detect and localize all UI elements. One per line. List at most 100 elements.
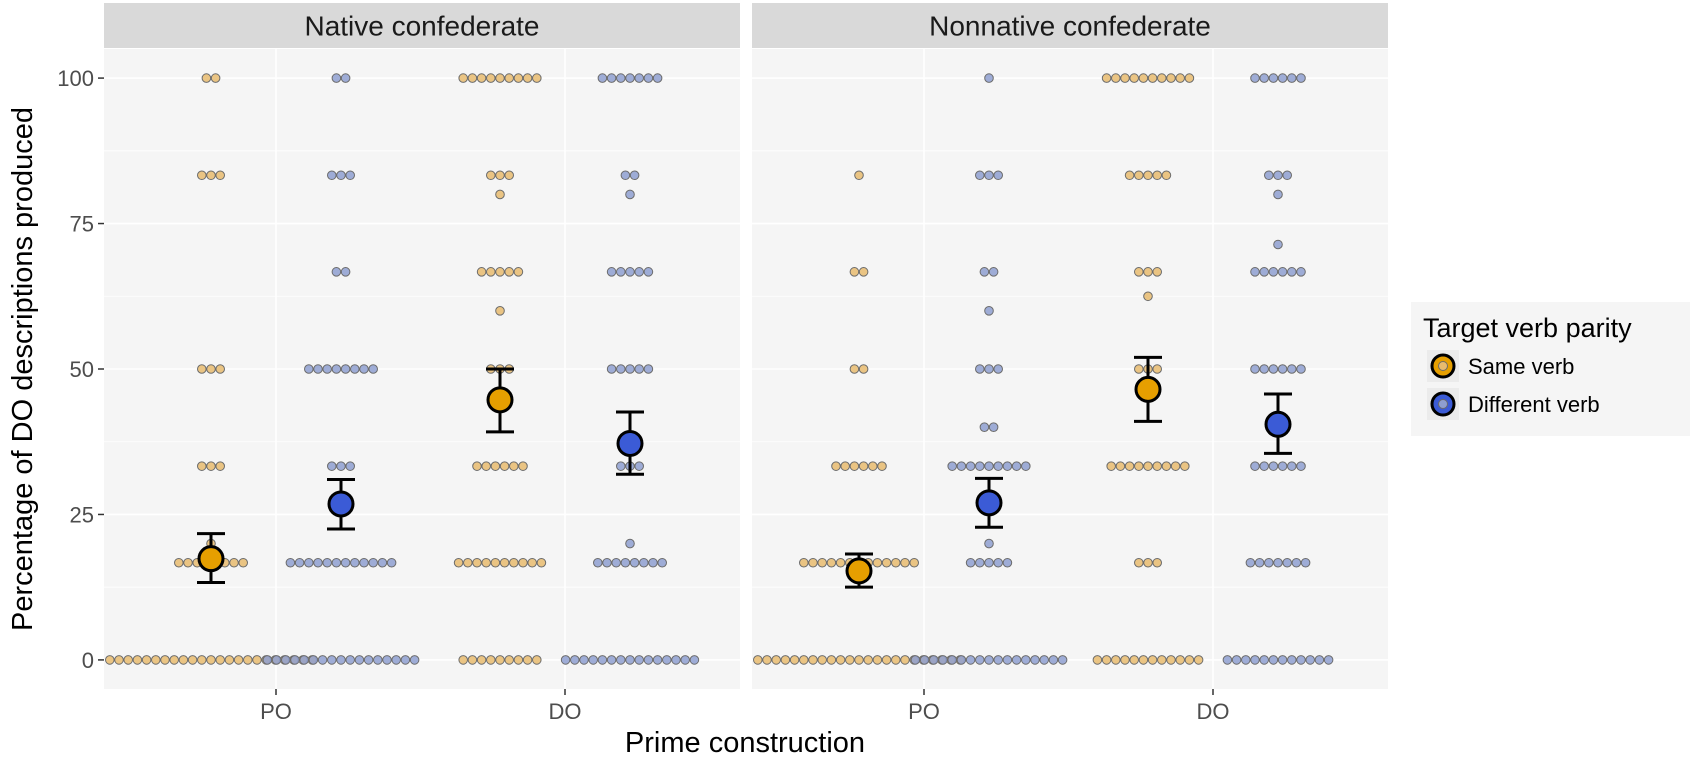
- data-dot: [625, 73, 635, 83]
- data-dot: [354, 655, 365, 665]
- data-dot: [831, 461, 841, 471]
- data-dot: [1193, 655, 1204, 665]
- data-dot: [490, 557, 501, 568]
- data-dot: [458, 655, 469, 665]
- data-dot: [643, 655, 654, 665]
- data-dot: [513, 267, 524, 277]
- data-dot: [463, 557, 473, 568]
- data-dot: [799, 655, 809, 665]
- y-tick-label: 75: [70, 212, 94, 237]
- data-dot: [1011, 655, 1022, 665]
- data-dot: [1184, 73, 1195, 83]
- data-dot: [993, 557, 1004, 568]
- data-dot: [1287, 655, 1297, 665]
- data-dot: [1134, 461, 1144, 471]
- data-dot: [947, 655, 958, 665]
- data-dot: [499, 461, 510, 471]
- data-dot: [1021, 655, 1031, 665]
- data-dot: [1152, 267, 1162, 277]
- data-dot: [238, 557, 248, 568]
- data-dot: [1250, 267, 1260, 277]
- data-dot: [476, 267, 487, 277]
- data-dot: [183, 557, 193, 568]
- data-dot: [579, 655, 589, 665]
- data-dot: [993, 655, 1004, 665]
- data-dot: [105, 655, 115, 665]
- panel-nonnative: Nonnative confederate PO DO: [752, 3, 1388, 724]
- data-dot: [271, 655, 282, 665]
- data-dot: [294, 557, 305, 568]
- data-dot: [304, 557, 314, 568]
- data-dot: [891, 655, 901, 665]
- data-dot: [243, 655, 253, 665]
- mean-point: [845, 557, 873, 585]
- data-dot: [1101, 73, 1112, 83]
- data-dot: [606, 655, 617, 665]
- data-dot: [1166, 655, 1176, 665]
- data-dot: [1273, 189, 1283, 200]
- data-dot: [1250, 461, 1260, 471]
- data-dot: [1259, 267, 1269, 277]
- data-dot: [1152, 170, 1162, 181]
- data-dot: [1323, 655, 1334, 665]
- data-dot: [1147, 73, 1158, 83]
- data-dot: [1048, 655, 1059, 665]
- data-dot: [509, 461, 519, 471]
- data-dot: [1161, 170, 1172, 181]
- data-dot: [1222, 655, 1233, 665]
- panel-strip: [752, 3, 1388, 48]
- data-dot: [215, 170, 225, 181]
- data-dot: [993, 461, 1004, 471]
- x-tick-label: PO: [260, 699, 292, 724]
- data-dot: [849, 461, 860, 471]
- data-dot: [606, 73, 617, 83]
- data-dot: [588, 655, 599, 665]
- data-dot: [988, 267, 999, 277]
- data-dot: [620, 170, 631, 181]
- data-dot: [881, 655, 892, 665]
- data-dot: [229, 557, 239, 568]
- data-dot: [965, 655, 976, 665]
- data-dot: [900, 655, 910, 665]
- data-dot: [965, 461, 976, 471]
- data-dot: [1250, 73, 1260, 83]
- data-dot: [826, 655, 837, 665]
- data-dot: [1277, 73, 1288, 83]
- data-dot: [634, 267, 645, 277]
- data-dot: [1134, 557, 1144, 568]
- data-dot: [382, 655, 392, 665]
- data-dot: [835, 655, 846, 665]
- data-dot: [780, 655, 791, 665]
- data-dot: [495, 655, 505, 665]
- data-dot: [988, 422, 999, 432]
- data-dot: [891, 557, 901, 568]
- data-dot: [368, 557, 379, 568]
- legend-title: Target verb parity: [1423, 313, 1632, 343]
- data-dot: [495, 267, 505, 277]
- data-dot: [648, 557, 658, 568]
- data-dot: [858, 364, 869, 374]
- data-dot: [1124, 170, 1135, 181]
- x-axis-title: Prime construction: [625, 727, 865, 758]
- data-dot: [863, 655, 874, 665]
- data-dot: [680, 655, 691, 665]
- data-dot: [560, 655, 571, 665]
- mean-point: [1134, 375, 1162, 403]
- y-tick-label: 50: [70, 357, 94, 382]
- data-dot: [868, 461, 878, 471]
- data-dot: [919, 655, 930, 665]
- data-dot: [1039, 655, 1049, 665]
- data-dot: [290, 655, 300, 665]
- data-dot: [206, 655, 216, 665]
- x-tick-label: DO: [549, 699, 582, 724]
- x-tick-label: DO: [1197, 699, 1230, 724]
- data-dot: [1268, 73, 1279, 83]
- legend: Target verb parity Same verb Different ver…: [1411, 302, 1690, 436]
- data-dot: [160, 655, 170, 665]
- data-dot: [476, 655, 487, 665]
- data-dot: [532, 73, 542, 83]
- data-dot: [993, 170, 1004, 181]
- data-dot: [965, 557, 976, 568]
- data-dot: [178, 655, 189, 665]
- data-dot: [929, 655, 939, 665]
